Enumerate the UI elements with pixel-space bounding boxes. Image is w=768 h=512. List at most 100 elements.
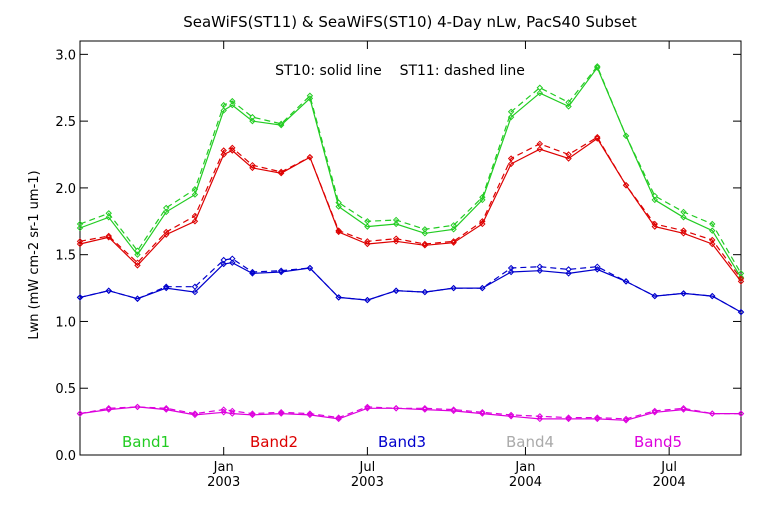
band2-dashed-point [421,240,429,248]
band5-dashed-point [536,413,544,420]
y-axis-label: Lwn (mW cm-2 sr-1 um-1) [27,170,42,339]
band3-dashed-point [479,284,486,292]
band3-dashed-point [392,287,400,294]
band2-dashed-point [163,228,170,236]
band1-dashed-point [163,204,170,212]
band1-dashed-line [79,65,742,274]
band5-dashed-point [450,406,457,413]
band5-dashed-point [76,410,84,417]
band3-dashed-point [364,296,371,304]
band2-solid-point [536,145,544,153]
band2-dashed-point [594,133,601,141]
band1-solid-point [76,224,84,232]
band3-dashed-point [191,283,199,290]
band3-dashed-point [249,268,256,276]
legend-band1: Band1 [122,433,170,451]
band3-dashed-point [680,290,687,297]
band1-dashed-point [220,101,227,109]
y-tick-label: 1.5 [55,249,76,264]
x-tick-month-label: Jan [514,460,535,475]
band5-dashed-point [191,410,199,417]
band2-dashed-point [249,161,256,169]
band5-dashed-point [335,414,342,421]
legend-band4: Band4 [506,433,554,451]
x-tick-month-label: Jul [660,460,677,475]
band1-solid-point [680,214,687,221]
band2-dashed-point [680,227,687,234]
band3-solid-point [220,260,227,268]
band5-dashed-point [565,414,572,421]
band5-dashed-point [709,410,716,417]
band2-dashed-point [622,182,630,189]
band5-dashed-point [680,405,687,412]
band3-dashed-point [76,294,84,301]
band1-dashed-point [134,247,141,254]
band5-dashed-point [507,411,515,419]
band1-solid-point [191,191,199,198]
band5-dashed-point [421,405,429,412]
band5-solid-line [79,406,741,421]
band1-solid-point [249,117,256,125]
band5-dashed-point [392,405,400,412]
band2-solid-point [651,223,658,230]
band2-solid-point [680,230,687,237]
band3-dashed-point [737,308,745,316]
band2-solid-point [134,262,141,269]
band2-dashed-point [536,140,544,148]
band3-solid-point [565,270,572,277]
band2-solid-point [191,218,199,225]
band2-dashed-point [220,147,227,154]
band1-solid-point [229,101,236,109]
y-tick-label: 1.0 [55,315,76,330]
band1-dashed-point [651,192,658,200]
band1-dashed-point [229,97,236,105]
band2-dashed-point [191,212,199,220]
band1-solid-point [565,103,572,110]
chart-annotation: ST10: solid line ST11: dashed line [275,63,525,79]
band1-solid-point [450,226,457,233]
band2-dashed-point [335,227,342,234]
band3-dashed-point [306,264,314,272]
band3-dashed-point [335,294,342,301]
band2-solid-line [79,137,742,282]
y-tick-label: 0.5 [55,382,76,397]
band2-dashed-line [79,136,742,280]
band2-solid-point [507,160,515,168]
band3-dashed-point [421,288,429,296]
band5-dashed-point [737,410,745,417]
y-tick-label: 2.0 [55,182,76,197]
y-tick-label: 0.0 [55,449,76,464]
band1-solid-point [709,227,716,234]
band1-dashed-point [76,220,84,228]
band2-dashed-point [392,235,400,242]
band3-dashed-point [229,255,236,262]
band5-dashed-point [220,406,227,413]
band5-solid-point [229,410,236,417]
band1-dashed-point [191,186,199,193]
band2-dashed-point [450,238,457,245]
band2-dashed-point [306,153,314,161]
band1-dashed-point [277,120,285,128]
band1-solid-point [421,230,429,237]
chart-title: SeaWiFS(ST11) & SeaWiFS(ST10) 4-Day nLw,… [183,13,637,31]
band1-dashed-point [479,194,486,201]
band5-solid-point [220,409,227,416]
legend-band3: Band3 [378,433,426,451]
band1-solid-point [364,223,371,230]
band2-dashed-point [105,232,112,240]
band1-dashed-point [622,132,630,140]
band2-solid-point [709,240,716,248]
band2-dashed-point [507,155,515,162]
band2-dashed-point [709,236,716,244]
band1-dashed-point [507,108,515,115]
band3-solid-line [79,262,742,313]
band2-solid-point [249,164,256,172]
band5-dashed-point [249,410,256,417]
band5-dashed-point [134,403,141,411]
band1-dashed-point [364,218,371,225]
band5-dashed-point [277,409,285,416]
band1-dashed-point [536,84,544,91]
band3-dashed-point [277,267,285,274]
band1-solid-point [737,274,745,281]
